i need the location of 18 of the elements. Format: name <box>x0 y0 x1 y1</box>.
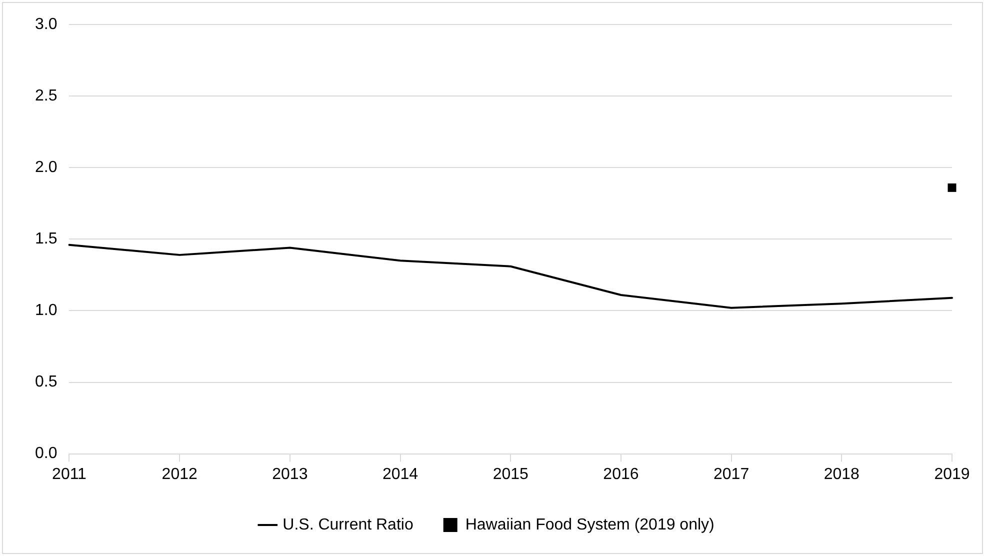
x-tick-label: 2017 <box>714 466 750 483</box>
y-tick-label: 2.0 <box>34 159 58 176</box>
y-tick-label: 3.0 <box>34 16 58 34</box>
x-tick-label: 2018 <box>824 466 860 483</box>
x-tick-label: 2013 <box>272 466 308 483</box>
legend-label: Hawaiian Food System (2019 only) <box>465 516 714 534</box>
y-tick-label: 0.5 <box>34 374 58 391</box>
x-tick-label: 2019 <box>934 466 970 483</box>
y-tick-label: 0.0 <box>34 445 58 462</box>
x-tick-label: 2016 <box>603 466 639 483</box>
y-tick-label: 1.5 <box>34 230 58 248</box>
y-tick-label: 1.0 <box>34 302 58 320</box>
x-tick-label: 2012 <box>162 466 198 483</box>
x-tick-label: 2015 <box>492 466 529 483</box>
y-tick-label: 2.5 <box>34 88 58 105</box>
x-tick-label: 2011 <box>52 466 87 483</box>
x-tick-label: 2014 <box>382 466 418 483</box>
legend-label: U.S. Current Ratio <box>282 516 414 534</box>
